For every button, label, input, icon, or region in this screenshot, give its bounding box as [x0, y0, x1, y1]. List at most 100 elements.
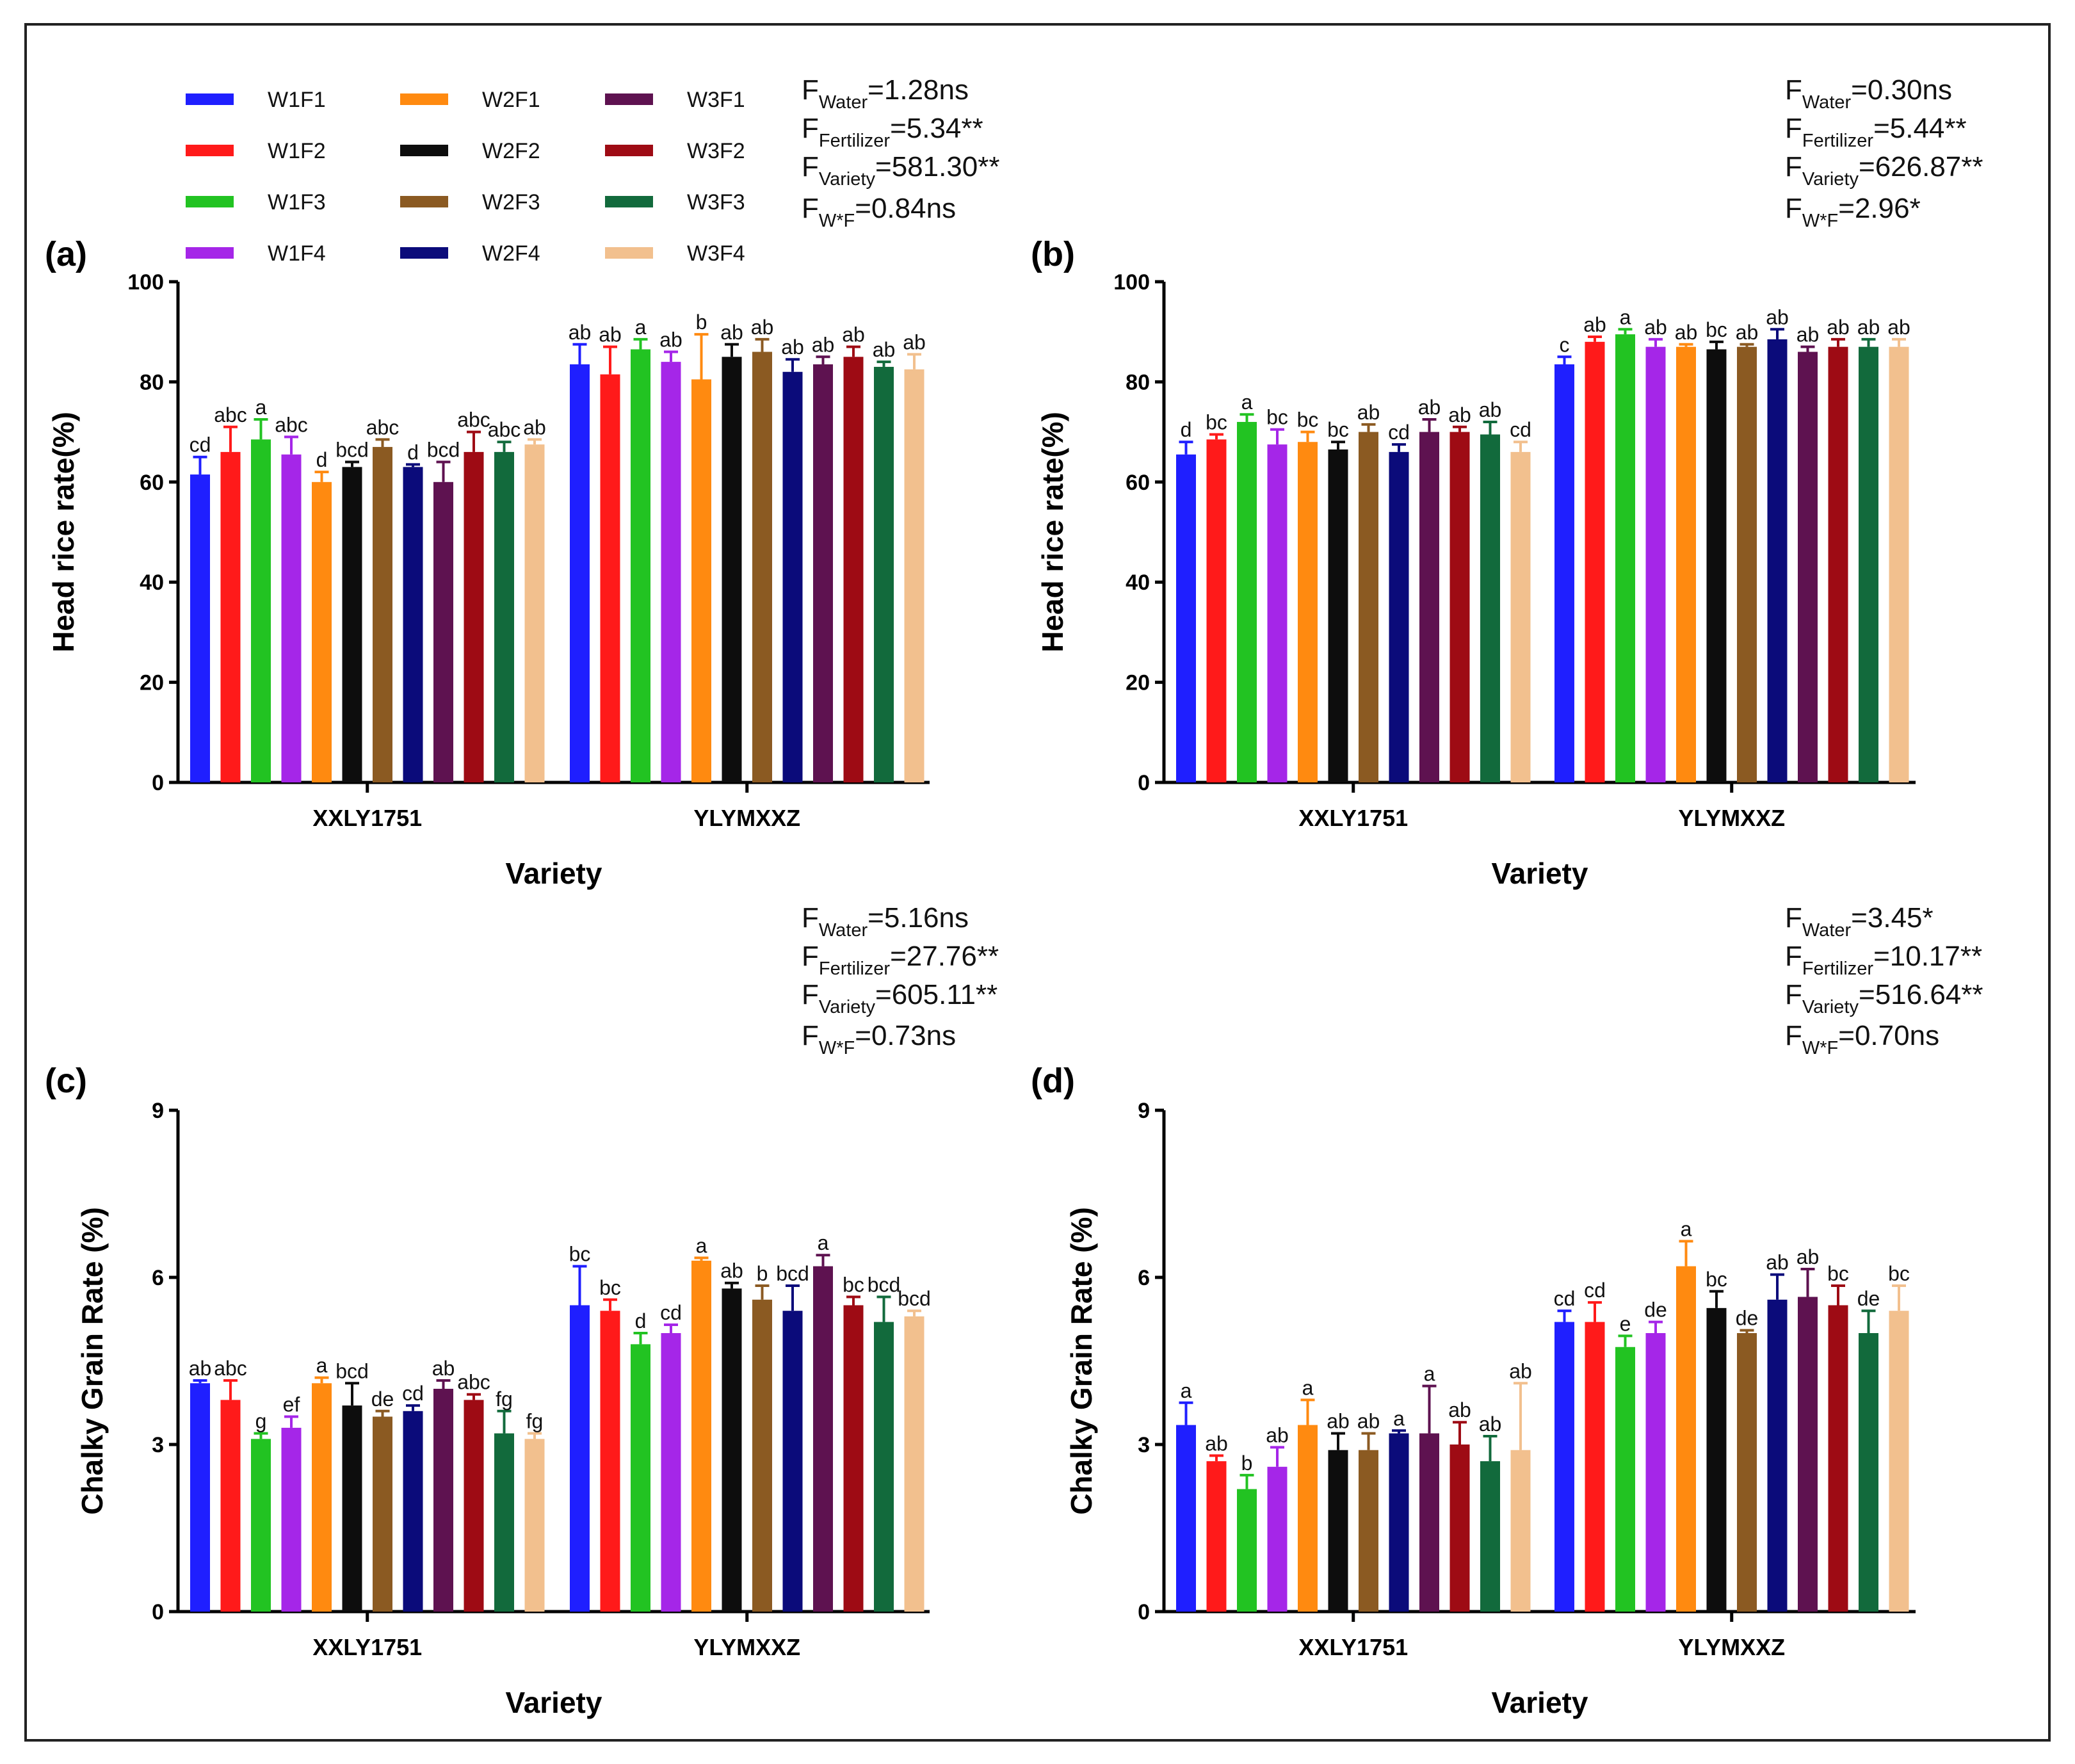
significance-letter: abc — [214, 1357, 247, 1380]
significance-letter: bcd — [335, 439, 369, 462]
legend-label-w1f3: W1F3 — [268, 190, 326, 214]
bar-w3f2 — [1828, 1305, 1848, 1612]
bar-w2f1 — [1298, 442, 1318, 782]
significance-letter: abc — [214, 403, 247, 426]
f-statistic: FVariety=605.11** — [802, 979, 997, 1017]
bar-w1f1 — [1176, 1425, 1196, 1612]
significance-letter: bc — [599, 1276, 621, 1299]
significance-letter: abc — [488, 418, 521, 441]
y-tick-label: 9 — [1138, 1099, 1150, 1123]
bar-w3f3 — [1480, 1461, 1500, 1612]
significance-letter: ab — [1675, 321, 1698, 344]
significance-letter: ab — [781, 336, 804, 359]
y-tick-label: 100 — [1113, 270, 1150, 295]
significance-letter: de — [371, 1388, 394, 1411]
significance-letter: ab — [1857, 316, 1880, 339]
bar-w3f4 — [1510, 1450, 1531, 1612]
bar-w3f1 — [1419, 432, 1439, 782]
bar-w1f3 — [1237, 1489, 1257, 1612]
bar-w1f4 — [661, 1333, 681, 1612]
bar-w1f3 — [1615, 1347, 1635, 1612]
bar-w2f1 — [312, 1383, 332, 1612]
bar-w2f2 — [342, 1405, 362, 1612]
significance-letter: ab — [1644, 316, 1667, 339]
bar-w1f4 — [1267, 1466, 1288, 1612]
significance-letter: ab — [523, 416, 546, 439]
bar-w1f3 — [251, 439, 271, 782]
legend-swatch-w1f1 — [186, 93, 234, 105]
y-tick-label: 0 — [152, 1600, 164, 1624]
bar-w1f2 — [1585, 341, 1605, 782]
significance-letter: bc — [1827, 1262, 1849, 1285]
significance-letter: a — [635, 316, 647, 339]
y-tick-label: 40 — [140, 570, 164, 595]
significance-letter: abc — [457, 1371, 490, 1394]
significance-letter: a — [1302, 1376, 1314, 1399]
significance-letter: bc — [1888, 1262, 1910, 1285]
significance-letter: b — [757, 1262, 768, 1285]
f-statistic: FWater=3.45* — [1785, 902, 1934, 941]
bar-w1f4 — [1645, 1333, 1666, 1612]
bar-w2f4 — [782, 1311, 803, 1612]
bar-w1f1 — [570, 364, 590, 782]
bar-w3f1 — [1419, 1433, 1439, 1612]
legend: W1F1 W1F2 W1F3 W1F4 W2F1 W2F2 W2F3 W2F4 W3F1 W3F2… — [186, 88, 745, 266]
bar-w1f1 — [190, 474, 210, 782]
y-axis-title: Head rice rate(%) — [47, 412, 80, 652]
significance-letter: bc — [1327, 418, 1349, 441]
x-tick-label: YLYMXXZ — [693, 805, 800, 831]
significance-letter: c — [1560, 333, 1570, 356]
bar-w2f3 — [1359, 1450, 1378, 1612]
significance-letter: a — [1424, 1363, 1435, 1386]
bar-w3f2 — [1449, 432, 1470, 782]
significance-letter: e — [1620, 1312, 1631, 1335]
bar-w3f4 — [904, 1316, 924, 1612]
significance-letter: b — [696, 311, 707, 334]
significance-letter: abc — [366, 416, 400, 439]
significance-letter: b — [1241, 1452, 1253, 1475]
y-tick-label: 20 — [1126, 671, 1150, 695]
bar-w2f3 — [1359, 432, 1378, 782]
f-statistic: FWater=5.16ns — [802, 902, 969, 941]
panel-label: (a) — [45, 235, 87, 273]
significance-letter: de — [1857, 1287, 1880, 1310]
significance-letter: ab — [1448, 1398, 1471, 1421]
bar-w1f2 — [1206, 1461, 1227, 1612]
y-tick-label: 9 — [152, 1099, 164, 1123]
x-tick-label: YLYMXXZ — [1678, 805, 1785, 831]
bar-w1f4 — [281, 1427, 302, 1612]
y-tick-label: 0 — [1138, 771, 1150, 795]
bar-w3f2 — [464, 451, 484, 782]
significance-letter: ab — [1887, 316, 1910, 339]
legend-label-w2f1: W2F1 — [482, 88, 540, 112]
f-statistic: FWater=0.30ns — [1785, 74, 1952, 113]
f-statistic: FW*F=0.70ns — [1785, 1020, 1939, 1058]
bar-w2f1 — [1676, 346, 1696, 782]
bar-w3f1 — [433, 1389, 453, 1612]
legend-swatch-w2f1 — [400, 93, 448, 105]
legend-label-w3f4: W3F4 — [687, 241, 745, 266]
f-statistic: FVariety=516.64** — [1785, 979, 1983, 1017]
legend-swatch-w3f2 — [605, 145, 653, 156]
significance-letter: bc — [569, 1243, 591, 1266]
significance-letter: a — [1181, 1379, 1192, 1402]
bar-w3f4 — [904, 369, 924, 782]
significance-letter: cd — [190, 433, 211, 457]
bar-w3f2 — [1449, 1444, 1470, 1612]
x-axis-title: Variety — [506, 1686, 602, 1719]
bar-w1f4 — [661, 362, 681, 782]
bar-w2f2 — [1706, 349, 1727, 782]
bar-w2f3 — [752, 1299, 772, 1612]
y-tick-label: 80 — [140, 370, 164, 394]
figure-border — [24, 23, 2051, 1742]
significance-letter: bcd — [868, 1273, 901, 1296]
bar-w3f3 — [874, 366, 894, 782]
legend-swatch-w2f2 — [400, 145, 448, 156]
f-statistic: FW*F=0.84ns — [802, 193, 956, 231]
significance-letter: ab — [1479, 1412, 1502, 1436]
bar-w3f3 — [494, 1433, 514, 1612]
